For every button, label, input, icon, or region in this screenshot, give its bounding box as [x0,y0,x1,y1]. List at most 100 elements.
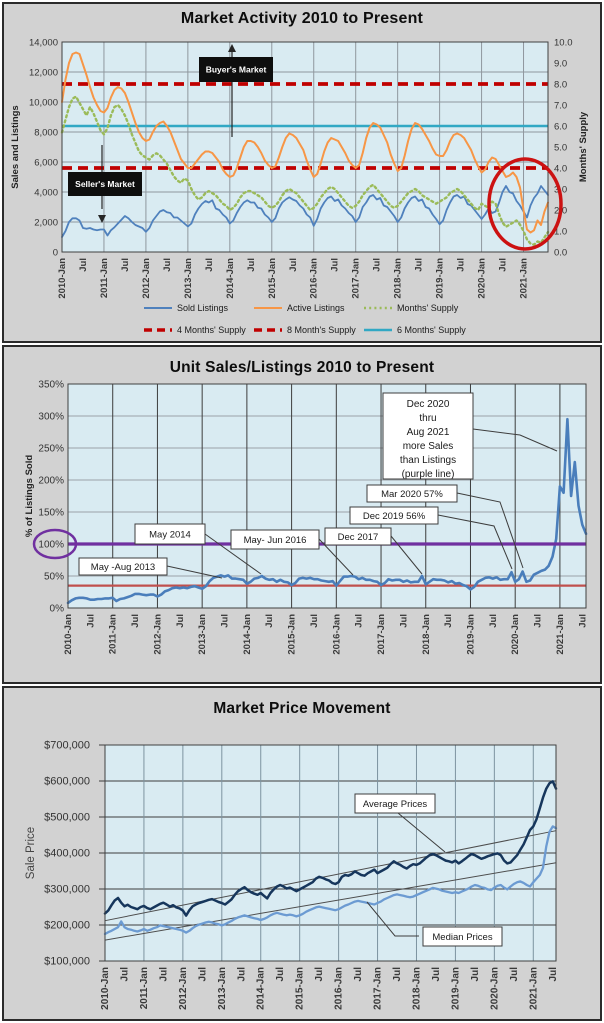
y-axis-tick-label: 300% [38,412,64,423]
x-axis-tick-label: Jul [78,258,89,272]
y-axis-tick-label: $700,000 [44,740,90,752]
series-line [61,185,549,238]
panel-unit-sales-listings: Unit Sales/Listings 2010 to Present 0% 50… [2,345,602,684]
x-axis-tick-label: Jul [158,967,169,982]
x-axis-tick-label: 2016-Jan [334,967,345,1010]
x-axis-tick-label: 2020-Jan [489,967,500,1010]
x-axis-tick-label: 2012-Jan [178,967,189,1010]
y-axis-tick-label: 4,000 [34,188,58,199]
legend-label: Months' Supply [397,303,459,313]
sellers-market-label: Seller's Market [75,179,135,189]
x-axis-tick-label: Jul [119,967,130,982]
y-axis-tick-label: 350% [38,380,64,391]
x-axis-tick-label: Jul [353,967,364,982]
y2-axis-tick-label: 9.0 [554,59,567,70]
y2-axis-tick-label: 0.0 [554,248,567,259]
y2-axis-tick-label: 7.0 [554,101,567,112]
x-axis-tick-label: 2012-Jan [152,614,163,655]
average-prices-callout-box [354,793,436,814]
dec-2017-callout-label: Dec 2017 [338,532,379,543]
series-line [66,417,588,605]
x-axis-tick-label: 2015-Jan [295,967,306,1010]
may-aug-2013-callout-box [78,557,168,576]
dec-2019-callout-label: Dec 2019 56% [363,511,426,522]
x-axis-tick-label: 2014-Jan [242,614,253,655]
x-axis-tick-label: 2011-Jan [108,614,119,654]
y-axis-tick-label: 6,000 [34,158,58,169]
x-axis-tick-label: Jul [392,967,403,982]
highlight-circle [32,528,78,560]
plot-border [67,383,587,609]
x-axis-tick-label: Jul [498,258,509,272]
panel-market-price-movement: Market Price Movement $100,000 $200,000 $3… [2,686,602,1021]
x-axis-tick-label: 2017-Jan [376,614,387,655]
x-axis-tick-label: Jul [236,967,247,982]
x-axis-tick-label: 2019-Jan [450,967,461,1010]
big-note-callout-line: than Listings [400,455,456,466]
callout-leader-line [472,428,558,452]
y-axis-tick-label: 2,000 [34,218,58,229]
y-axis-tick-label: 150% [38,508,64,519]
x-axis-tick-label: Jul [577,614,588,628]
callout-leader-line [366,901,419,937]
x-axis-tick-label: 2014-Jan [256,967,267,1010]
y-axis-title: Sales and Listings [10,105,21,188]
y-axis-tick-label: 8,000 [34,128,58,139]
callout-leader-line [390,535,423,575]
series-line [60,95,550,246]
x-axis-tick-label: Jul [120,258,131,272]
callout-leader-line [166,565,223,579]
buyers-market-box [199,57,273,82]
x-axis-tick-label: Jul [548,967,559,982]
y-axis-tick-label: 50% [44,572,64,583]
x-axis-tick-label: Jul [314,967,325,982]
sellers-market-box [68,172,142,196]
legend-label: 8 Month's Supply [287,325,356,335]
y-axis-tick-label: 0 [53,248,58,259]
mar-2020-callout-label: Mar 2020 57% [381,489,443,500]
plot-border [104,744,557,962]
legend-label: 4 Months' Supply [177,325,246,335]
chart-title-unit-sales-listings: Unit Sales/Listings 2010 to Present [169,359,435,376]
y2-axis-tick-label: 6.0 [554,122,567,133]
x-axis-tick-label: 2018-Jan [393,258,404,299]
x-axis-tick-label: 2017-Jan [373,967,384,1010]
unit-sales-listings-chart: 0% 50% 100% 150% 200% 250% 300% 350% 2010-Jan Jul… [24,380,588,655]
x-axis-tick-label: 2014-Jan [225,258,236,299]
legend-label: 6 Months' Supply [397,325,466,335]
x-axis-tick-label: Jul [288,258,299,272]
series-line [61,51,549,234]
y-axis-tick-label: $400,000 [44,848,90,860]
x-axis-tick-label: Jul [175,614,186,628]
trend-line [104,862,557,941]
x-axis-tick-label: 2021-Jan [519,258,530,299]
y2-axis-title: Months' Supply [578,111,589,182]
may-jun-2016-callout-box [230,529,320,550]
plot-border [61,41,549,253]
callout-leader-line [437,514,513,570]
x-axis-tick-label: 2016-Jan [309,258,320,299]
x-axis-tick-label: 2013-Jan [197,614,208,655]
average-prices-callout-label: Average Prices [363,799,427,810]
big-note-callout-line: more Sales [403,441,454,452]
x-axis-tick-label: 2012-Jan [141,258,152,299]
x-axis-tick-label: 2015-Jan [287,614,298,655]
y-axis-tick-label: $500,000 [44,812,90,824]
y-axis-tick-label: $100,000 [44,956,90,968]
legend-label: Sold Listings [177,303,229,313]
may-jun-2016-callout-label: May- Jun 2016 [244,535,307,546]
x-axis-tick-label: 2017-Jan [351,258,362,299]
may-2014-callout-box [134,523,206,545]
x-axis-tick-label: 2010-Jan [100,967,111,1010]
arrowhead-icon [98,215,106,223]
market-activity-chart: 0 2,000 4,000 6,000 8,000 10,000 12,000 14,000 0… [10,38,589,336]
big-note-callout-box [382,392,474,480]
y2-axis-tick-label: 5.0 [554,143,567,154]
panel-market-activity: Market Activity 2010 to Present 0 2,000 4,… [2,2,602,343]
chart-title-market-price-movement: Market Price Movement [213,700,391,717]
x-axis-tick-label: 2020-Jan [510,614,521,655]
callout-leader-line [204,533,262,575]
x-axis-tick-label: Jul [414,258,425,272]
may-aug-2013-callout-label: May -Aug 2013 [91,562,155,573]
callout-leader-line [456,492,524,569]
